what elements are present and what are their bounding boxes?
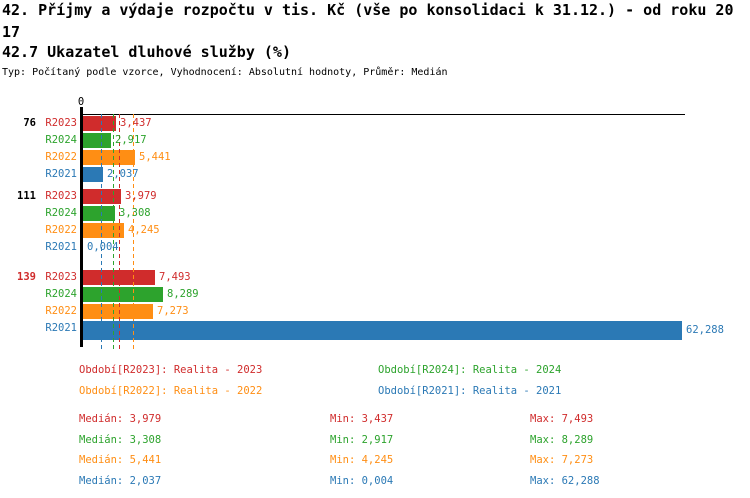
series-label-R2023: R2023: [45, 117, 77, 129]
bar-value-R2021: 62,288: [686, 324, 724, 336]
bar-R2021: [83, 167, 103, 182]
y-axis-line: [80, 107, 83, 347]
bar-value-R2024: 3,308: [119, 207, 151, 219]
legend-item-R2023: Období[R2023]: Realita - 2023: [79, 364, 263, 376]
bar-R2022: [83, 304, 153, 319]
indicator-meta: Typ: Počítaný podle vzorce, Vyhodnocení:…: [2, 67, 448, 78]
legend-item-R2024: Období[R2024]: Realita - 2024: [378, 364, 562, 376]
series-label-R2022: R2022: [45, 151, 77, 163]
stat-min-R2021: Min: 0,004: [330, 475, 394, 487]
bar-value-R2023: 3,979: [125, 190, 157, 202]
series-label-R2023: R2023: [45, 190, 77, 202]
stat-max-R2021: Max: 62,288: [530, 475, 600, 487]
series-label-R2022: R2022: [45, 305, 77, 317]
bar-R2023: [83, 116, 116, 131]
bar-R2022: [83, 223, 124, 238]
series-label-R2024: R2024: [45, 134, 77, 146]
series-label-R2024: R2024: [45, 207, 77, 219]
indicator-title: 42.7 Ukazatel dluhové služby (%): [2, 43, 291, 61]
group-label: 139: [17, 271, 36, 283]
series-label-R2021: R2021: [45, 241, 77, 253]
stat-min-R2023: Min: 3,437: [330, 413, 394, 425]
series-label-R2024: R2024: [45, 288, 77, 300]
bar-R2021: [83, 321, 682, 340]
bar-value-R2021: 0,004: [87, 241, 119, 253]
series-label-R2022: R2022: [45, 224, 77, 236]
median-line-R2024: [113, 114, 114, 352]
bar-value-R2023: 3,437: [120, 117, 152, 129]
stat-max-R2024: Max: 8,289: [530, 434, 594, 446]
bar-value-R2021: 2,037: [107, 168, 139, 180]
series-label-R2021: R2021: [45, 322, 77, 334]
bar-value-R2022: 4,245: [128, 224, 160, 236]
page-title-line2: 17: [2, 23, 21, 41]
bar-value-R2024: 8,289: [167, 288, 199, 300]
stat-median-R2023: Medián: 3,979: [79, 413, 162, 425]
bar-value-R2022: 7,273: [157, 305, 189, 317]
median-line-R2021: [101, 114, 102, 352]
bar-value-R2024: 2,917: [115, 134, 147, 146]
bar-value-R2022: 5,441: [139, 151, 171, 163]
stat-median-R2021: Medián: 2,037: [79, 475, 162, 487]
bar-R2022: [83, 150, 135, 165]
axis-zero-tick-label: 0: [77, 96, 85, 108]
stat-median-R2022: Medián: 5,441: [79, 454, 162, 466]
bar-R2024: [83, 133, 111, 148]
bar-R2024: [83, 206, 115, 221]
group-label: 76: [23, 117, 36, 129]
group-label: 111: [17, 190, 36, 202]
legend-item-R2021: Období[R2021]: Realita - 2021: [378, 385, 562, 397]
bar-R2024: [83, 287, 163, 302]
page-title-line1: 42. Příjmy a výdaje rozpočtu v tis. Kč (…: [2, 1, 734, 19]
stat-min-R2024: Min: 2,917: [330, 434, 394, 446]
bar-R2023: [83, 189, 121, 204]
legend-item-R2022: Období[R2022]: Realita - 2022: [79, 385, 263, 397]
stat-max-R2023: Max: 7,493: [530, 413, 594, 425]
series-label-R2023: R2023: [45, 271, 77, 283]
stat-max-R2022: Max: 7,273: [530, 454, 594, 466]
stat-min-R2022: Min: 4,245: [330, 454, 394, 466]
stat-median-R2024: Medián: 3,308: [79, 434, 162, 446]
median-line-R2023: [119, 114, 120, 352]
x-axis-top-line: [81, 114, 685, 115]
series-label-R2021: R2021: [45, 168, 77, 180]
bar-value-R2023: 7,493: [159, 271, 191, 283]
median-line-R2022: [133, 114, 134, 352]
